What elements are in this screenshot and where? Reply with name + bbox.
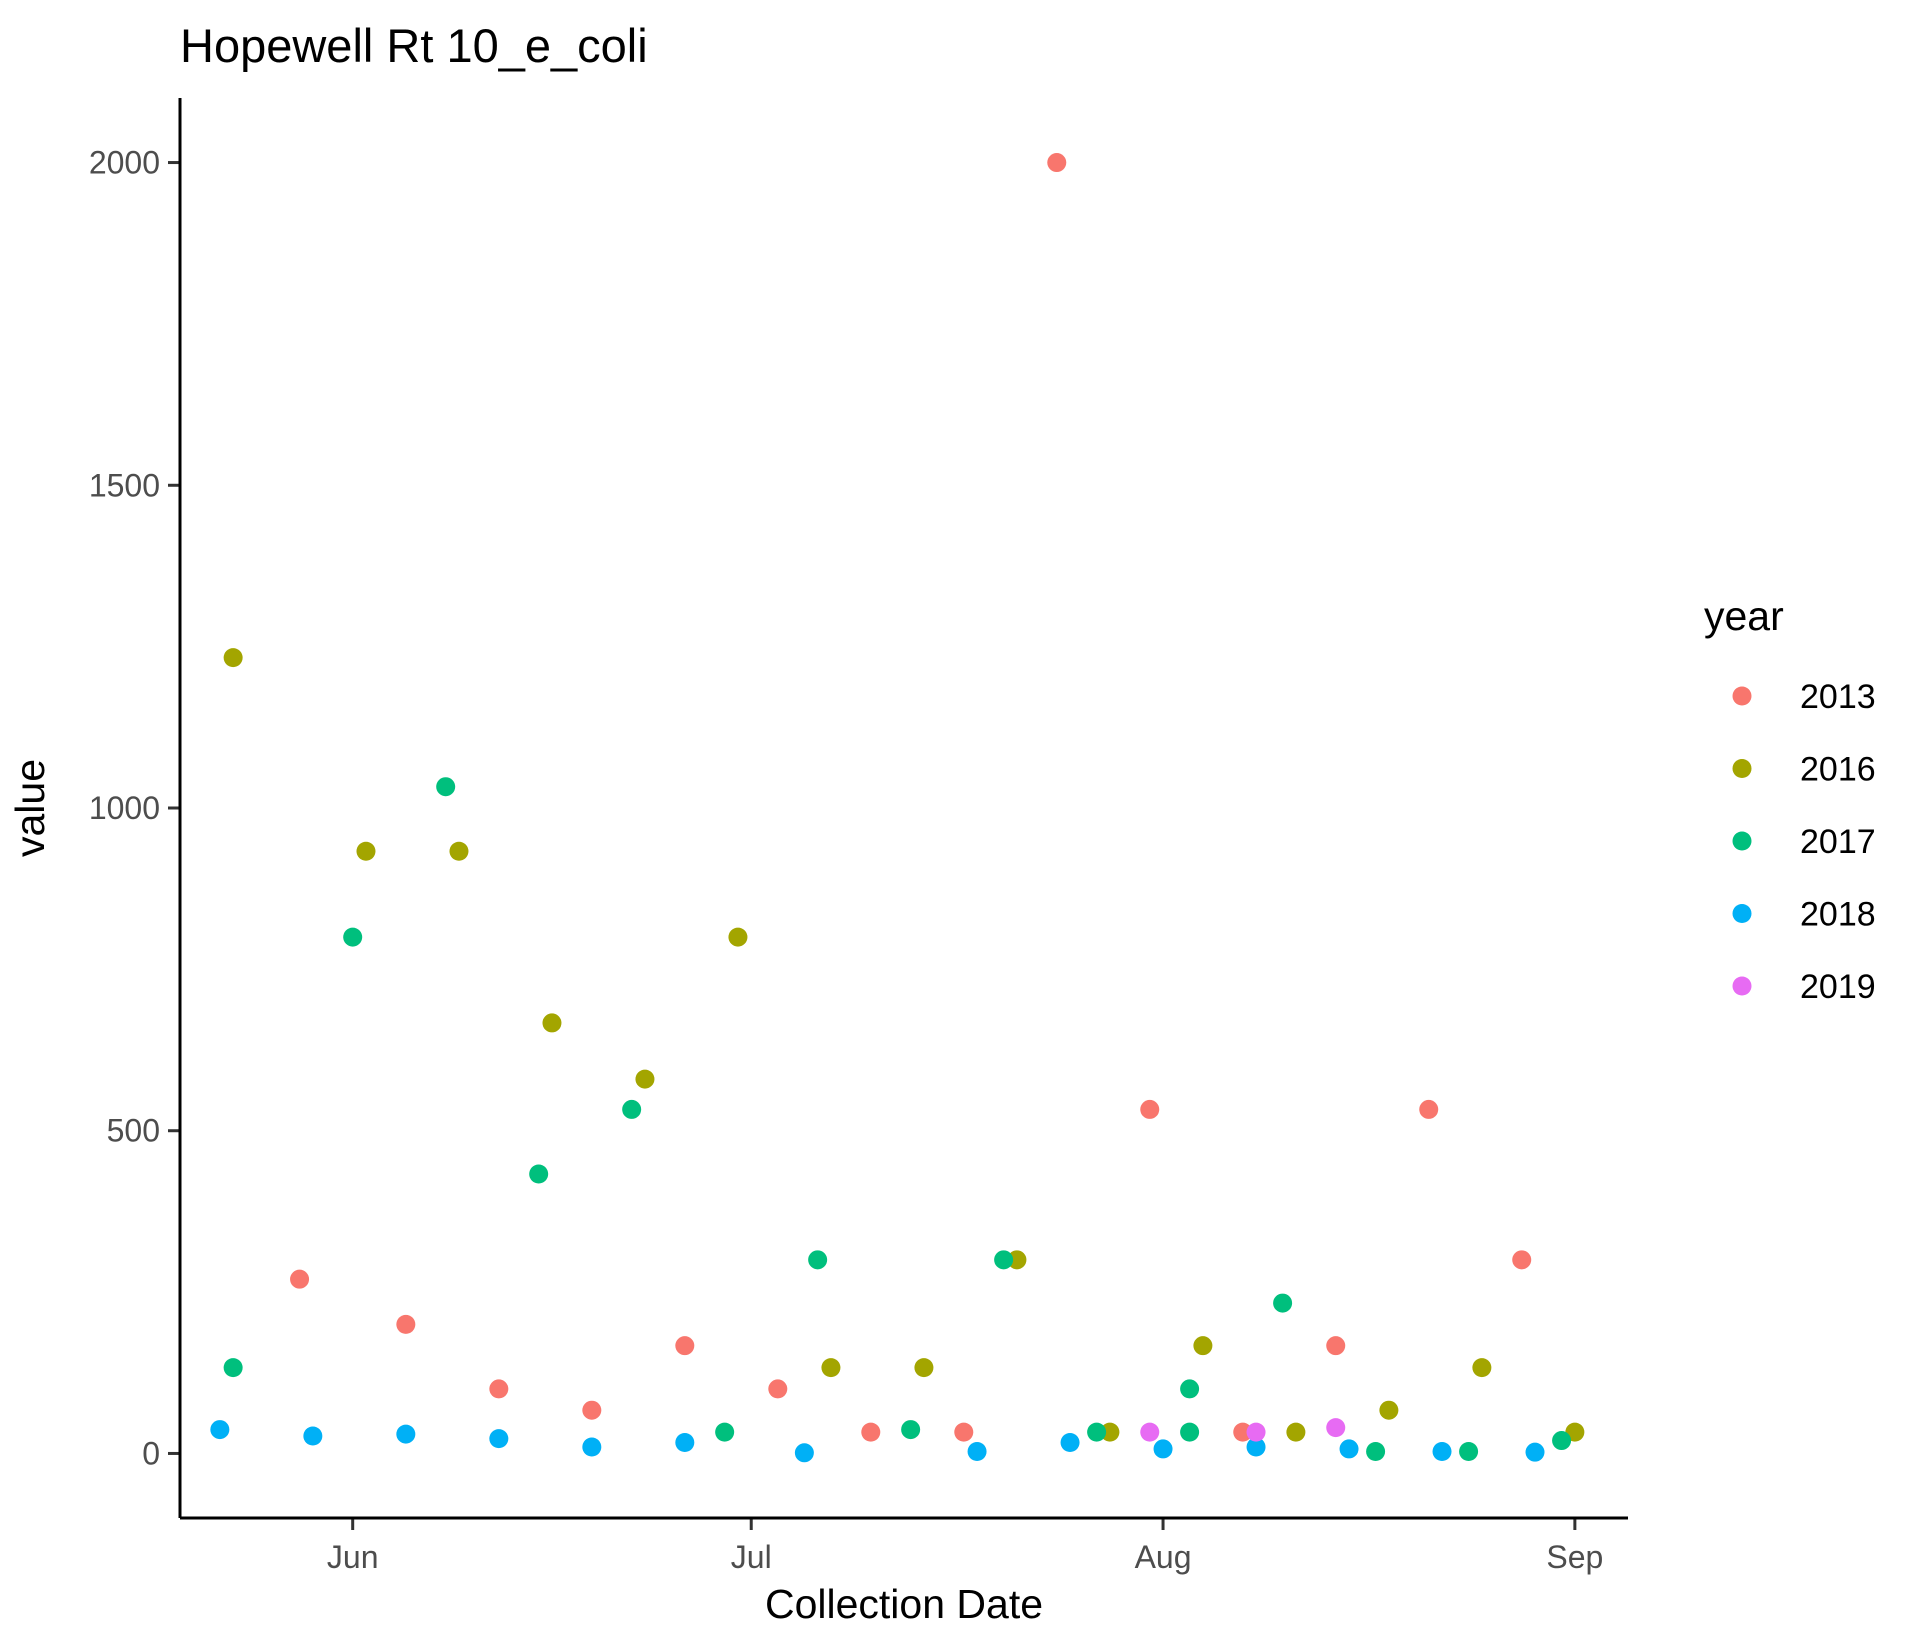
x-tick-label: Jun [327, 1539, 379, 1575]
data-point-2016 [914, 1358, 934, 1378]
chart-title: Hopewell Rt 10_e_coli [180, 19, 648, 72]
y-tick-label: 1500 [89, 467, 160, 503]
data-point-2017 [715, 1422, 735, 1442]
data-point-2018 [967, 1442, 987, 1462]
data-point-2018 [210, 1420, 230, 1440]
data-point-2016 [635, 1069, 655, 1089]
data-point-2013 [768, 1379, 788, 1399]
legend-label-2019: 2019 [1800, 968, 1876, 1006]
x-tick-label: Jul [731, 1539, 772, 1575]
legend-label-2017: 2017 [1800, 823, 1876, 861]
y-axis-ticks: 0 500 1000 1500 2000 [89, 145, 180, 1471]
data-point-2017 [1459, 1442, 1479, 1462]
data-point-2019 [1246, 1422, 1266, 1442]
data-point-2017 [436, 777, 456, 797]
data-point-2016 [542, 1013, 562, 1033]
y-axis-label: value [7, 759, 53, 857]
data-point-2017 [994, 1250, 1014, 1270]
data-point-2018 [489, 1429, 509, 1449]
data-point-2013 [675, 1336, 695, 1356]
data-point-2016 [1100, 1422, 1120, 1442]
legend-title: year [1704, 593, 1784, 639]
data-point-2013 [1140, 1099, 1160, 1119]
data-point-2017 [901, 1420, 921, 1440]
legend: year 2013 2016 2017 2018 2019 [1704, 593, 1876, 1006]
legend-key-2019 [1732, 976, 1752, 996]
data-point-2017 [1552, 1431, 1572, 1451]
data-point-2019 [1326, 1418, 1346, 1438]
legend-items: 2013 2016 2017 2018 2019 [1732, 678, 1876, 1006]
data-point-2017 [1180, 1379, 1200, 1399]
data-point-2017 [808, 1250, 828, 1270]
data-point-2018 [1153, 1439, 1173, 1459]
x-axis-label: Collection Date [765, 1581, 1043, 1627]
data-point-2016 [1007, 1250, 1027, 1270]
x-axis-ticks: Jun Jul Aug Sep [327, 1518, 1603, 1575]
data-point-2016 [1379, 1400, 1399, 1420]
data-point-2017 [1273, 1293, 1293, 1313]
data-point-2013 [1512, 1250, 1532, 1270]
data-point-2018 [1525, 1442, 1545, 1462]
data-point-2016 [449, 841, 469, 861]
y-tick-label: 1000 [89, 790, 160, 826]
data-point-2017 [1366, 1442, 1386, 1462]
data-point-2018 [1432, 1442, 1452, 1462]
x-tick-label: Sep [1546, 1539, 1603, 1575]
data-point-2017 [1087, 1422, 1107, 1442]
data-point-2016 [356, 841, 376, 861]
data-point-2016 [728, 927, 748, 947]
x-tick-label: Aug [1135, 1539, 1192, 1575]
data-point-2013 [1047, 153, 1067, 173]
data-points [210, 153, 1585, 1463]
data-point-2017 [223, 1358, 243, 1378]
data-point-2018 [675, 1432, 695, 1452]
data-point-2013 [861, 1422, 881, 1442]
data-point-2017 [1180, 1422, 1200, 1442]
data-point-2018 [1246, 1437, 1266, 1457]
data-point-2013 [1326, 1336, 1346, 1356]
data-point-2013 [582, 1400, 602, 1420]
data-point-2019 [1140, 1422, 1160, 1442]
legend-key-2018 [1732, 904, 1752, 923]
data-point-2018 [1339, 1439, 1359, 1459]
data-point-2018 [1060, 1432, 1080, 1452]
data-point-2018 [396, 1424, 416, 1444]
data-point-2013 [954, 1422, 974, 1442]
legend-label-2016: 2016 [1800, 751, 1876, 789]
legend-label-2018: 2018 [1800, 896, 1876, 934]
y-tick-label: 0 [142, 1435, 160, 1471]
y-tick-label: 500 [107, 1113, 160, 1149]
data-point-2016 [821, 1358, 841, 1378]
data-point-2016 [1286, 1422, 1306, 1442]
data-point-2013 [1233, 1422, 1253, 1442]
data-point-2017 [529, 1164, 549, 1184]
data-point-2013 [290, 1269, 310, 1289]
data-point-2013 [1419, 1099, 1439, 1119]
legend-key-2013 [1732, 686, 1752, 706]
data-point-2018 [303, 1426, 323, 1446]
data-point-2017 [622, 1099, 642, 1119]
data-point-2013 [489, 1379, 509, 1399]
data-point-2017 [343, 927, 363, 947]
legend-key-2016 [1732, 759, 1752, 778]
data-point-2016 [1472, 1358, 1492, 1378]
legend-key-2017 [1732, 831, 1752, 851]
legend-label-2013: 2013 [1800, 678, 1876, 716]
data-point-2018 [582, 1437, 602, 1457]
data-point-2016 [223, 648, 243, 668]
data-point-2016 [1193, 1336, 1213, 1356]
data-point-2018 [794, 1443, 814, 1463]
y-tick-label: 2000 [89, 145, 160, 181]
data-point-2013 [396, 1314, 416, 1334]
